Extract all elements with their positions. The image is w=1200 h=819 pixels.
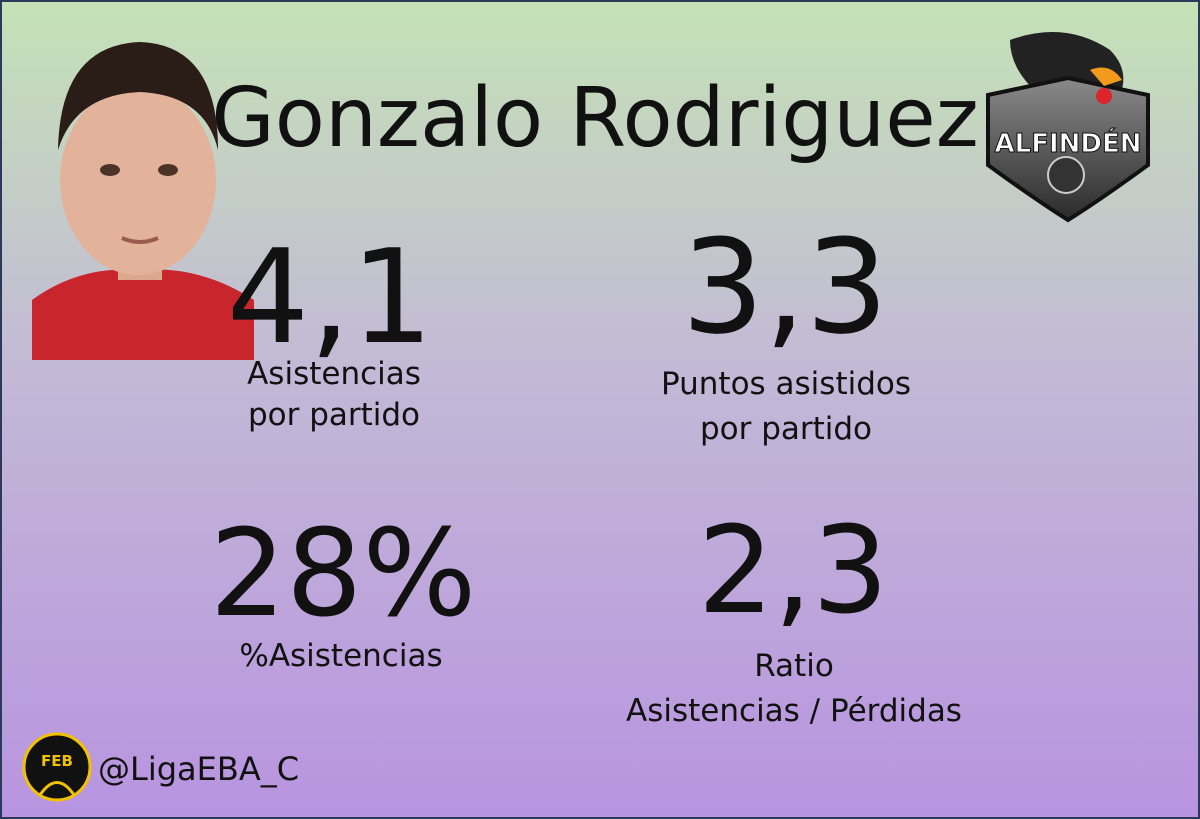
player-name: Gonzalo Rodriguez — [211, 71, 979, 166]
league-logo-text: FEB — [41, 752, 73, 770]
team-logo-text: ALFINDÉN — [995, 127, 1142, 159]
stat-label: Asistencias / Pérdidas — [626, 693, 962, 729]
stat-label: por partido — [700, 411, 872, 447]
stat-value: 3,3 — [682, 211, 889, 363]
stat-label: por partido — [248, 397, 420, 433]
stat-value: 28% — [210, 505, 477, 644]
stat-label: %Asistencias — [239, 638, 442, 674]
team-logo: ALFINDÉN — [986, 32, 1150, 223]
stat-label: Ratio — [754, 648, 834, 684]
stat-label: Puntos asistidos — [661, 366, 911, 402]
stat-value: 4,1 — [227, 221, 434, 373]
player-photo — [32, 42, 254, 360]
league-logo: FEB — [22, 732, 92, 802]
social-handle: @LigaEBA_C — [98, 750, 299, 788]
stat-value: 2,3 — [698, 502, 889, 641]
stat-label: Asistencias — [247, 356, 421, 392]
